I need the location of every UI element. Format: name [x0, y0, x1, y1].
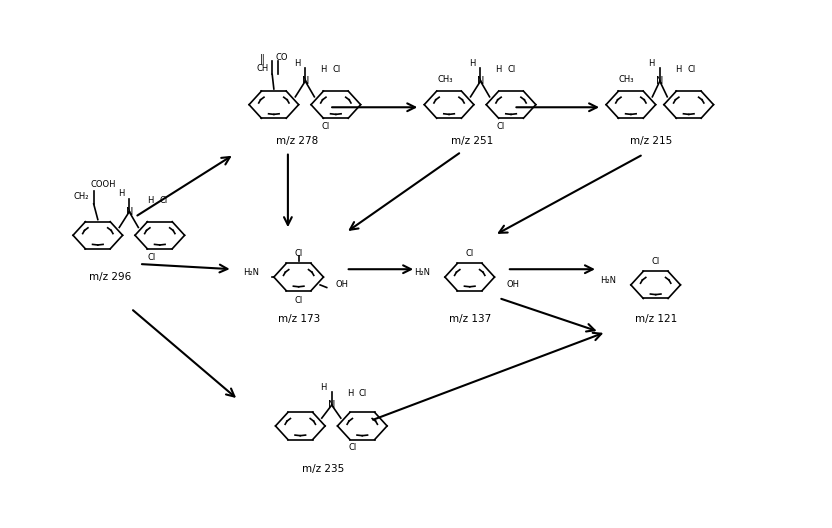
Text: ‖: ‖	[260, 54, 265, 64]
Text: Cl: Cl	[147, 253, 156, 262]
Text: CH₃: CH₃	[619, 75, 635, 84]
Text: N: N	[477, 76, 484, 86]
Text: OH: OH	[336, 280, 349, 289]
Text: H: H	[675, 65, 681, 74]
Text: N: N	[328, 400, 335, 410]
Text: H: H	[118, 189, 124, 198]
Text: m/z 215: m/z 215	[631, 136, 672, 146]
Text: m/z 251: m/z 251	[451, 136, 493, 146]
Text: m/z 278: m/z 278	[276, 136, 318, 146]
Text: N: N	[656, 76, 663, 86]
Text: H₂N: H₂N	[414, 268, 430, 277]
Text: Cl: Cl	[333, 65, 341, 74]
Text: H: H	[347, 389, 353, 398]
Text: H: H	[496, 65, 502, 74]
Text: Cl: Cl	[295, 249, 303, 258]
Text: OH: OH	[507, 280, 520, 289]
Text: Cl: Cl	[687, 65, 696, 74]
Text: CH₂: CH₂	[73, 192, 89, 201]
Text: Cl: Cl	[295, 296, 303, 305]
Text: Cl: Cl	[466, 249, 474, 258]
Text: Cl: Cl	[651, 257, 660, 266]
Text: CH: CH	[257, 63, 270, 72]
Text: H₂N: H₂N	[243, 268, 259, 277]
Text: m/z 121: m/z 121	[635, 314, 676, 324]
Text: CO: CO	[276, 53, 289, 62]
Text: Cl: Cl	[349, 444, 356, 452]
Text: N: N	[301, 76, 309, 86]
Text: CH₃: CH₃	[437, 75, 453, 84]
Text: H: H	[648, 59, 655, 68]
Text: H: H	[320, 383, 327, 392]
Text: H: H	[320, 65, 327, 74]
Text: Cl: Cl	[359, 389, 367, 398]
Text: Cl: Cl	[508, 65, 516, 74]
Text: N: N	[126, 207, 133, 217]
Text: H₂N: H₂N	[600, 276, 616, 285]
Text: H: H	[469, 59, 475, 68]
Text: m/z 137: m/z 137	[448, 314, 491, 324]
Text: Cl: Cl	[497, 122, 505, 131]
Text: Cl: Cl	[322, 122, 330, 131]
Text: H: H	[294, 59, 300, 68]
Text: m/z 173: m/z 173	[278, 314, 319, 324]
Text: m/z 296: m/z 296	[89, 272, 131, 282]
Text: m/z 235: m/z 235	[302, 464, 344, 474]
Text: COOH: COOH	[90, 180, 116, 188]
Text: Cl: Cl	[160, 196, 168, 205]
Text: H: H	[146, 196, 153, 205]
